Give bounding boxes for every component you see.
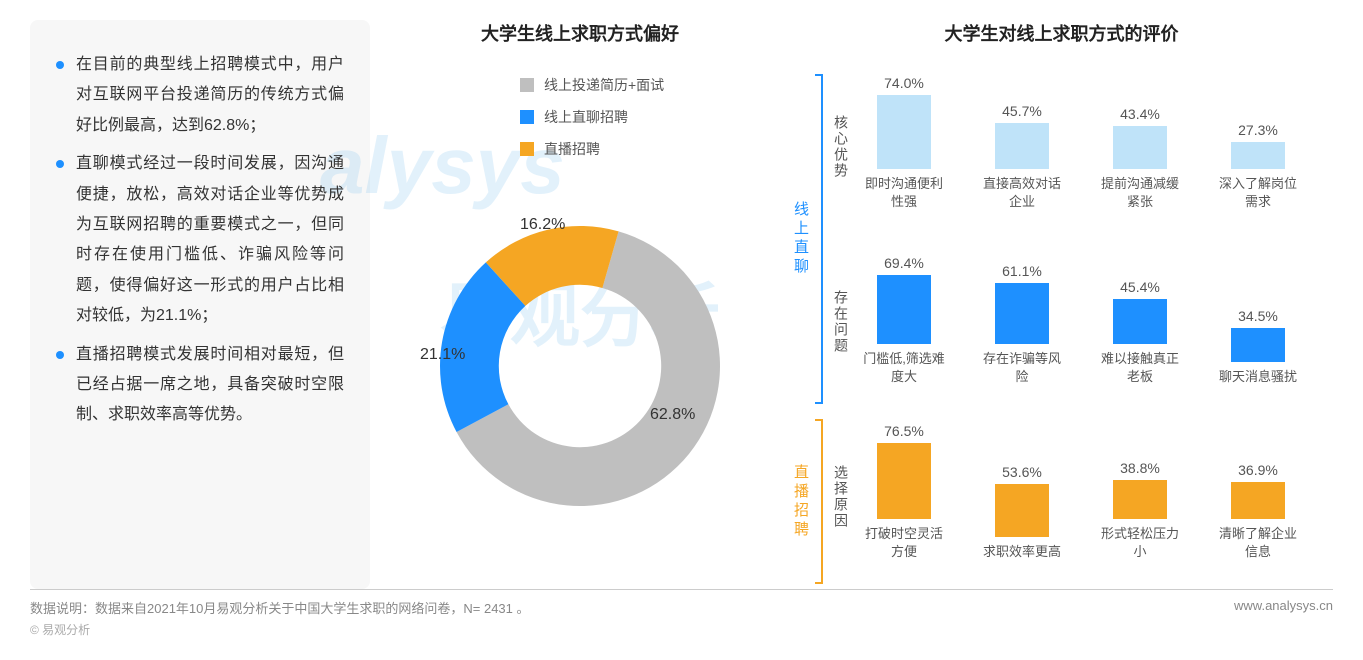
bar-item: 53.6% 求职效率更高 [977,464,1067,562]
source-url: www.analysys.cn [1234,598,1333,638]
bracket-icon [815,419,823,584]
bar-rect [877,443,931,520]
bar-label: 清晰了解企业信息 [1213,525,1303,561]
bar-value: 76.5% [859,423,949,439]
donut-legend: 线上投递简历+面试线上直聊招聘直播招聘 [520,75,664,171]
bar-value: 61.1% [977,263,1067,279]
bar-rect [1231,142,1285,169]
legend-swatch [520,78,534,92]
summary-textbox: 在目前的典型线上招聘模式中，用户对互联网平台投递简历的传统方式偏好比例最高，达到… [30,20,370,589]
bar-item: 36.9% 清晰了解企业信息 [1213,462,1303,561]
bar-value: 53.6% [977,464,1067,480]
bar-item: 43.4% 提前沟通减缓紧张 [1095,106,1185,212]
row-sublabel: 核心优势 [831,115,851,179]
bar-rect [995,123,1049,169]
bar-row: 选择原因 76.5% 打破时空灵活方便 53.6% 求职效率更高 38.8% 形式轻松压力小… [823,414,1303,579]
bar-label: 形式轻松压力小 [1095,525,1185,561]
main-container: 在目前的典型线上招聘模式中，用户对互联网平台投递简历的传统方式偏好比例最高，达到… [0,0,1363,589]
legend-label: 直播招聘 [544,139,600,159]
footer: 数据说明：数据来自2021年10月易观分析关于中国大学生求职的网络问卷，N= 2… [30,589,1333,638]
bar-item: 45.4% 难以接触真正老板 [1095,279,1185,387]
bar-item: 76.5% 打破时空灵活方便 [859,423,949,562]
bar-group: 直播招聘选择原因 76.5% 打破时空灵活方便 53.6% 求职效率更高 38.8% 形式轻… [790,414,1333,589]
donut-value-label: 21.1% [420,346,465,364]
bar-value: 43.4% [1095,106,1185,122]
legend-swatch [520,142,534,156]
donut-value-label: 62.8% [650,406,695,424]
donut-title: 大学生线上求职方式偏好 [390,20,770,46]
group-side-label: 线上直聊 [790,159,811,319]
bar-label: 求职效率更高 [977,543,1067,561]
data-note: 数据说明：数据来自2021年10月易观分析关于中国大学生求职的网络问卷，N= 2… [30,598,530,617]
legend-label: 线上投递简历+面试 [544,75,664,95]
bar-item: 38.8% 形式轻松压力小 [1095,460,1185,561]
bar-item: 74.0% 即时沟通便利性强 [859,75,949,211]
bar-row: 核心优势 74.0% 即时沟通便利性强 45.7% 直接高效对话企业 43.4% 提前沟通减… [823,64,1303,229]
bar-rect [877,95,931,169]
bars-section: 大学生对线上求职方式的评价 线上直聊核心优势 74.0% 即时沟通便利性强 45.7%… [790,20,1333,589]
bar-label: 即时沟通便利性强 [859,175,949,211]
bullet-item: 直聊模式经过一段时间发展，因沟通便捷，放松，高效对话企业等优势成为互联网招聘的重… [56,149,344,331]
bar-value: 69.4% [859,255,949,271]
bar-value: 74.0% [859,75,949,91]
bar-rect [995,283,1049,344]
bar-label: 提前沟通减缓紧张 [1095,175,1185,211]
bracket-icon [815,74,823,404]
bar-label: 门槛低,筛选难度大 [859,350,949,386]
legend-item: 线上直聊招聘 [520,107,664,127]
bullet-item: 直播招聘模式发展时间相对最短，但已经占据一席之地，具备突破时空限制、求职效率高等… [56,340,344,431]
bar-value: 45.7% [977,103,1067,119]
bar-value: 45.4% [1095,279,1185,295]
bar-rect [1113,480,1167,519]
bar-label: 打破时空灵活方便 [859,525,949,561]
bar-label: 难以接触真正老板 [1095,350,1185,386]
bar-item: 34.5% 聊天消息骚扰 [1213,308,1303,387]
bar-label: 深入了解岗位需求 [1213,175,1303,211]
bar-group: 线上直聊核心优势 74.0% 即时沟通便利性强 45.7% 直接高效对话企业 43.4% 提… [790,64,1333,414]
bar-rect [1113,299,1167,344]
bullet-item: 在目前的典型线上招聘模式中，用户对互联网平台投递简历的传统方式偏好比例最高，达到… [56,50,344,141]
bar-rect [995,484,1049,538]
bar-label: 直接高效对话企业 [977,175,1067,211]
bars-title: 大学生对线上求职方式的评价 [790,20,1333,46]
bar-value: 27.3% [1213,122,1303,138]
bar-label: 存在诈骗等风险 [977,350,1067,386]
row-sublabel: 选择原因 [831,465,851,529]
donut-section: 大学生线上求职方式偏好 线上投递简历+面试线上直聊招聘直播招聘 62.8% 21.… [390,20,770,589]
bar-rect [1113,126,1167,169]
group-side-label: 直播招聘 [790,422,811,582]
bar-item: 61.1% 存在诈骗等风险 [977,263,1067,386]
legend-item: 线上投递简历+面试 [520,75,664,95]
bar-label: 聊天消息骚扰 [1213,368,1303,386]
legend-swatch [520,110,534,124]
bar-row: 存在问题 69.4% 门槛低,筛选难度大 61.1% 存在诈骗等风险 45.4% 难以接触真… [823,239,1303,404]
bar-rect [1231,482,1285,519]
legend-item: 直播招聘 [520,139,664,159]
donut-value-label: 16.2% [520,216,565,234]
bar-item: 45.7% 直接高效对话企业 [977,103,1067,211]
copyright: © 易观分析 [30,621,530,638]
bar-rect [877,275,931,344]
row-sublabel: 存在问题 [831,290,851,354]
bar-rect [1231,328,1285,363]
bar-value: 34.5% [1213,308,1303,324]
bar-value: 38.8% [1095,460,1185,476]
donut-chart: 62.8% 21.1% 16.2% [410,196,750,536]
bar-value: 36.9% [1213,462,1303,478]
bar-item: 27.3% 深入了解岗位需求 [1213,122,1303,212]
bar-item: 69.4% 门槛低,筛选难度大 [859,255,949,387]
legend-label: 线上直聊招聘 [544,107,628,127]
